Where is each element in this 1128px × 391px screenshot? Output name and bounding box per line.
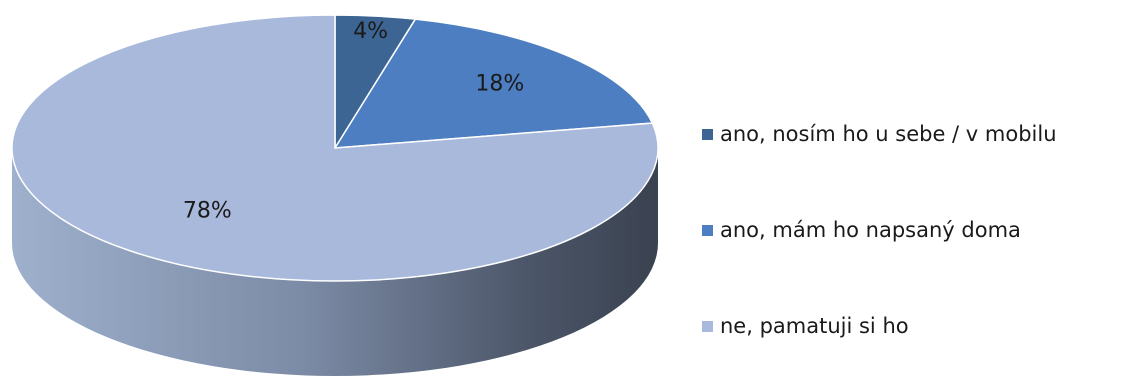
legend-swatch	[702, 320, 713, 332]
pie-slices	[11, 14, 659, 282]
pie-data-labels: 4% 18% 78%	[183, 19, 524, 224]
legend-label: ano, nosím ho u sebe / v mobilu	[720, 122, 1057, 146]
pie-side-walls	[12, 148, 658, 376]
legend-label: ano, mám ho napsaný doma	[720, 218, 1021, 242]
legend-swatch	[702, 128, 713, 140]
legend-item: ano, mám ho napsaný doma	[702, 218, 1021, 242]
pie-slice	[11, 14, 659, 282]
legend-swatch	[702, 224, 713, 236]
pie-side-wall	[12, 148, 658, 376]
pie-slice	[333, 18, 654, 149]
data-label: 4%	[353, 19, 388, 44]
data-label: 18%	[475, 71, 524, 96]
legend-item: ano, nosím ho u sebe / v mobilu	[702, 122, 1057, 146]
legend-item: ne, pamatuji si ho	[702, 314, 909, 338]
data-label: 78%	[183, 199, 232, 224]
legend-label: ne, pamatuji si ho	[720, 314, 909, 338]
